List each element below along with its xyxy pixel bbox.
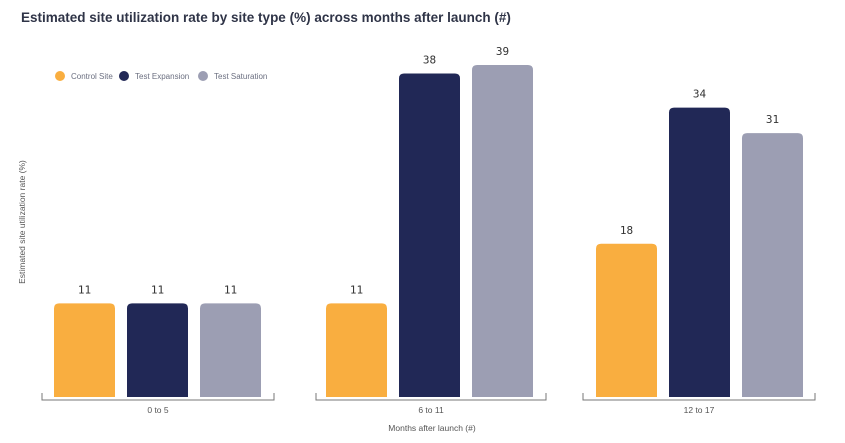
legend-marker-test-saturation [198, 71, 208, 81]
value-label-control-site-0-to-5: 11 [78, 283, 91, 296]
y-axis-title: Estimated site utilization rate (%) [17, 160, 27, 284]
legend-marker-control-site [55, 71, 65, 81]
bar-test-saturation-12-to-17 [742, 133, 803, 397]
value-labels-group: 11 11 11 11 38 39 18 34 31 [78, 45, 779, 296]
legend-label-control-site: Control Site [71, 72, 113, 81]
axis-bracket-0-to-5 [41, 393, 275, 401]
x-axis-title: Months after launch (#) [388, 423, 476, 433]
legend-label-test-expansion: Test Expansion [135, 72, 189, 81]
bar-control-site-0-to-5 [54, 303, 115, 397]
value-label-test-saturation-6-to-11: 39 [496, 45, 509, 58]
value-label-test-saturation-0-to-5: 11 [224, 283, 237, 296]
value-label-test-expansion-0-to-5: 11 [151, 283, 164, 296]
value-label-control-site-6-to-11: 11 [350, 283, 363, 296]
bar-test-expansion-12-to-17 [669, 107, 730, 398]
legend-marker-test-expansion [119, 71, 129, 81]
legend-label-test-saturation: Test Saturation [214, 72, 267, 81]
value-label-test-expansion-12-to-17: 34 [693, 88, 707, 101]
axis-bracket-12-to-17 [582, 393, 816, 401]
tick-label-0-to-5: 0 to 5 [147, 405, 169, 415]
legend: Control Site Test Expansion Test Saturatio… [55, 71, 267, 81]
value-label-test-expansion-6-to-11: 38 [423, 54, 436, 67]
x-axis: 0 to 5 6 to 11 12 to 17 [41, 393, 816, 415]
value-label-control-site-12-to-17: 18 [620, 224, 633, 237]
axis-bracket-6-to-11 [315, 393, 547, 401]
chart-title: Estimated site utilization rate by site … [21, 10, 511, 25]
bar-test-expansion-0-to-5 [127, 303, 188, 397]
bar-test-expansion-6-to-11 [399, 73, 460, 397]
bar-test-saturation-0-to-5 [200, 303, 261, 397]
tick-label-6-to-11: 6 to 11 [418, 405, 444, 415]
bar-control-site-6-to-11 [326, 303, 387, 397]
bar-control-site-12-to-17 [596, 243, 657, 397]
tick-label-12-to-17: 12 to 17 [684, 405, 715, 415]
value-label-test-saturation-12-to-17: 31 [766, 113, 779, 126]
bars-group [54, 65, 803, 398]
bar-test-saturation-6-to-11 [472, 65, 533, 397]
